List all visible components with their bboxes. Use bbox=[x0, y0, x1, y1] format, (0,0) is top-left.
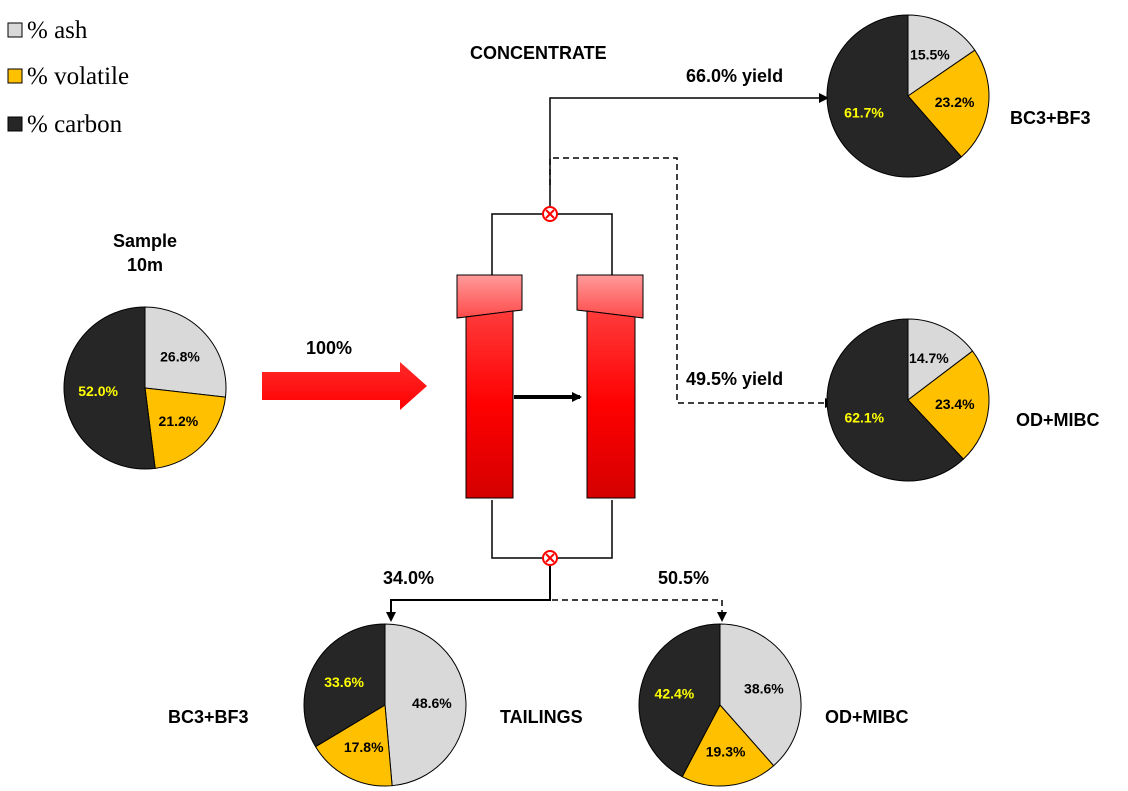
legend: % ash % volatile % carbon bbox=[7, 17, 129, 138]
column-1-body bbox=[465, 310, 514, 499]
legend-item-ash: % ash bbox=[7, 17, 88, 44]
flotation-column-2 bbox=[576, 274, 644, 499]
concentrate-bc3-label-ash: 15.5% bbox=[910, 46, 950, 62]
bottom-frame-line bbox=[491, 500, 613, 559]
legend-item-volatile: % volatile bbox=[7, 63, 129, 90]
feed-arrow-shape bbox=[262, 362, 427, 410]
tailings-od-slice-ash bbox=[719, 623, 802, 767]
tailings-heading: TAILINGS bbox=[500, 707, 583, 727]
tailings-od-label-volatile: 19.3% bbox=[706, 744, 746, 760]
flotation-column-1 bbox=[456, 274, 523, 499]
sample-title: Sample bbox=[113, 231, 177, 251]
concentrate-bc3-label-carbon: 61.7% bbox=[844, 105, 884, 121]
column-2-body bbox=[586, 310, 636, 499]
concentrate-od-label-carbon: 62.1% bbox=[844, 409, 884, 425]
sample-feed-slice-ash bbox=[144, 306, 227, 398]
concentrate-line-od bbox=[549, 157, 835, 408]
legend-label-volatile: % volatile bbox=[27, 63, 129, 90]
tailings-od-slice-carbon bbox=[638, 623, 721, 778]
pie-concentrate-od: 14.7% 23.4% 62.1% bbox=[826, 318, 990, 482]
pie-tailings-od: 38.6% 19.3% 42.4% bbox=[638, 623, 802, 787]
concentrate-od-title: OD+MIBC bbox=[1016, 410, 1100, 430]
column-2-cap bbox=[576, 274, 644, 319]
sample-feed-label-carbon: 52.0% bbox=[78, 383, 118, 399]
legend-swatch-carbon bbox=[7, 116, 23, 132]
column-1-cap bbox=[456, 274, 523, 319]
bottom-valve-icon bbox=[542, 550, 558, 566]
concentrate-od-label-ash: 14.7% bbox=[909, 350, 949, 366]
legend-swatch-ash bbox=[7, 22, 23, 38]
concentrate-heading: CONCENTRATE bbox=[470, 43, 607, 63]
concentrate-od-slice-volatile bbox=[907, 350, 990, 460]
yield-bc3-label: 66.0% yield bbox=[686, 66, 783, 86]
concentrate-bc3-label-volatile: 23.2% bbox=[935, 94, 975, 110]
concentrate-od-slice-carbon bbox=[826, 318, 965, 482]
tailings-bc3-slice-carbon bbox=[303, 623, 386, 748]
tailings-od-percent: 50.5% bbox=[658, 568, 709, 588]
legend-label-carbon: % carbon bbox=[27, 111, 123, 138]
sample-subtitle: 10m bbox=[127, 255, 163, 275]
top-frame-line bbox=[491, 213, 613, 275]
sample-feed-label-ash: 26.8% bbox=[160, 349, 200, 365]
tailings-bc3-label-carbon: 33.6% bbox=[324, 674, 364, 690]
tailings-bc3-percent: 34.0% bbox=[383, 568, 434, 588]
concentrate-od-slice-ash bbox=[907, 318, 974, 402]
tailings-bc3-title: BC3+BF3 bbox=[168, 707, 249, 727]
tailings-bc3-slice-volatile bbox=[314, 704, 393, 787]
tailings-od-slice-volatile bbox=[681, 704, 775, 787]
tailings-line-bc3 bbox=[386, 558, 551, 622]
concentrate-bc3-title: BC3+BF3 bbox=[1010, 108, 1091, 128]
feed-percent-label: 100% bbox=[306, 338, 352, 358]
feed-arrow bbox=[262, 362, 427, 410]
legend-swatch-volatile bbox=[7, 68, 23, 84]
sample-feed-slice-volatile bbox=[144, 387, 227, 469]
tailings-line-od bbox=[552, 599, 727, 622]
tailings-bc3-slice-ash bbox=[384, 623, 467, 787]
sample-feed-slice-carbon bbox=[63, 306, 156, 470]
tailings-od-title: OD+MIBC bbox=[825, 707, 909, 727]
concentrate-bc3-slice-volatile bbox=[907, 49, 990, 158]
tailings-od-label-ash: 38.6% bbox=[744, 680, 784, 696]
concentrate-bc3-slice-carbon bbox=[826, 14, 963, 178]
tailings-bc3-label-ash: 48.6% bbox=[412, 695, 452, 711]
tailings-od-label-carbon: 42.4% bbox=[655, 686, 695, 702]
sample-feed-label-volatile: 21.2% bbox=[159, 413, 199, 429]
pie-concentrate-bc3: 15.5% 23.2% 61.7% bbox=[826, 14, 990, 178]
legend-item-carbon: % carbon bbox=[7, 111, 123, 138]
yield-od-label: 49.5% yield bbox=[686, 369, 783, 389]
pie-sample-feed: 26.8% 21.2% 52.0% bbox=[63, 306, 227, 470]
concentrate-od-label-volatile: 23.4% bbox=[935, 396, 975, 412]
top-valve-icon bbox=[542, 206, 558, 222]
legend-label-ash: % ash bbox=[27, 17, 88, 44]
concentrate-line-bc3 bbox=[549, 93, 829, 214]
tailings-bc3-label-volatile: 17.8% bbox=[344, 739, 384, 755]
concentrate-bc3-slice-ash bbox=[907, 14, 976, 97]
pie-tailings-bc3: 48.6% 17.8% 33.6% bbox=[303, 623, 467, 787]
